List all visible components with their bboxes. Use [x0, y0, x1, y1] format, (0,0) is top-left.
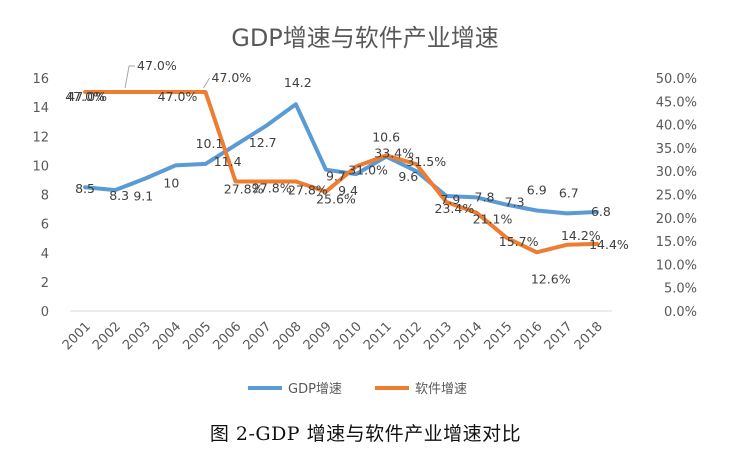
gdp-data-label: 8.3: [109, 188, 129, 203]
x-tick-label: 2008: [271, 319, 305, 353]
gdp-data-label: 9.1: [133, 188, 153, 203]
x-tick-label: 2006: [210, 319, 244, 353]
software-data-label: 12.6%: [531, 271, 571, 286]
x-tick-label: 2017: [542, 319, 576, 353]
x-tick-label: 2009: [301, 319, 335, 353]
software-data-label: 47.0%: [158, 89, 198, 104]
x-tick-label: 2015: [481, 319, 515, 353]
left-tick-label: 14: [32, 101, 49, 116]
data-label-layer: 8.5 8.3 9.1 10 10.1 11.4 12.7 14.2 9.79.4 10.6 9.6…: [65, 58, 629, 286]
gdp-data-label: 10.1: [196, 136, 224, 151]
chart-title: GDP增速与软件产业增速: [231, 24, 499, 52]
gdp-data-label: 7.8: [475, 189, 495, 204]
x-axis: 2001200220032004200520062007200820092010…: [60, 310, 612, 353]
right-tick-label: 15.0%: [656, 235, 697, 250]
x-tick-label: 2002: [90, 319, 124, 353]
software-data-label: 47.0%: [65, 89, 105, 104]
software-data-label: 21.1%: [473, 212, 513, 227]
gdp-growth-line: [83, 102, 599, 216]
gdp-data-label: 12.7: [249, 135, 277, 150]
software-data-label: 23.4%: [435, 201, 475, 216]
x-tick-label: 2013: [421, 319, 455, 353]
right-tick-label: 35.0%: [656, 142, 697, 157]
gdp-data-label: 11.4: [214, 154, 242, 169]
left-tick-label: 12: [32, 130, 49, 145]
software-data-label: 27.8%: [224, 181, 264, 196]
right-tick-label: 50.0%: [656, 72, 697, 87]
left-axis: 0 2 4 6 8 10 12 14 16: [32, 72, 49, 320]
legend-label-software: 软件增速: [415, 382, 467, 397]
gdp-data-label: 6.7: [559, 185, 579, 200]
legend: GDP增速 软件增速: [248, 382, 467, 397]
x-tick-label: 2010: [331, 319, 365, 353]
right-tick-label: 45.0%: [656, 95, 697, 110]
left-tick-label: 10: [32, 159, 49, 174]
software-callout-label: 47.0%: [212, 70, 252, 85]
gdp-data-label: 14.2: [284, 75, 312, 90]
software-data-label: 15.7%: [499, 234, 539, 249]
software-data-label: 31.5%: [406, 154, 446, 169]
left-tick-label: 16: [32, 72, 49, 87]
left-tick-label: 8: [41, 189, 49, 204]
x-tick-label: 2011: [361, 319, 395, 353]
x-tick-label: 2007: [241, 319, 275, 353]
callout-leader-line: [203, 77, 210, 89]
chart-svg: GDP增速与软件产业增速 0 2 4 6 8 10 12 14 16 0.0% 5.0% 10.0%…: [32, 24, 697, 397]
x-tick-label: 2014: [451, 319, 485, 353]
gdp-data-label: 6.8: [591, 204, 611, 219]
gdp-data-label: 9.7: [326, 169, 346, 184]
gdp-data-label: 7.3: [505, 195, 525, 210]
software-data-label: 33.4%: [374, 145, 414, 160]
right-axis: 0.0% 5.0% 10.0% 15.0% 20.0% 25.0% 30.0% 35.0% 40…: [656, 72, 697, 320]
right-tick-label: 25.0%: [656, 189, 697, 204]
software-data-label: 14.4%: [589, 237, 629, 252]
x-tick-label: 2018: [572, 319, 606, 353]
software-data-label: 14.2%: [561, 228, 601, 243]
left-tick-label: 6: [41, 218, 49, 233]
series-layer: [83, 90, 599, 255]
gdp-data-label: 6.9: [527, 183, 547, 198]
software-data-label: 31.0%: [348, 163, 388, 178]
right-tick-label: 5.0%: [664, 282, 697, 297]
software-callout-label: 47.0%: [137, 58, 177, 73]
left-tick-label: 0: [41, 305, 49, 320]
software-data-label: 27.8%: [288, 182, 328, 197]
gdp-data-label: 9.4: [338, 183, 358, 198]
right-tick-label: 40.0%: [656, 119, 697, 134]
gdp-data-label: 9.6: [398, 169, 418, 184]
software-growth-line: [83, 90, 599, 255]
left-tick-label: 2: [41, 276, 49, 291]
right-tick-label: 30.0%: [656, 165, 697, 180]
x-tick-label: 2003: [120, 319, 154, 353]
software-data-label: 47.0%: [67, 89, 107, 104]
gdp-data-label: 10: [163, 175, 179, 190]
right-tick-label: 10.0%: [656, 258, 697, 273]
gdp-data-label: 7.9: [440, 192, 460, 207]
callout-leader-line: [124, 65, 136, 89]
right-tick-label: 0.0%: [664, 305, 697, 320]
x-tick-label: 2005: [180, 319, 214, 353]
gdp-data-label: 8.5: [75, 181, 95, 196]
x-tick-label: 2016: [512, 319, 546, 353]
x-tick-label: 2004: [150, 319, 184, 353]
software-data-label: 27.8%: [252, 180, 292, 195]
gdp-data-label: 10.6: [372, 130, 400, 145]
left-tick-label: 4: [41, 247, 49, 262]
chart-figure: GDP增速与软件产业增速 0 2 4 6 8 10 12 14 16 0.0% 5.0% 10.0%…: [32, 24, 697, 397]
legend-label-gdp: GDP增速: [288, 382, 342, 397]
figure-caption: 图 2-GDP 增速与软件产业增速对比: [209, 423, 522, 445]
right-tick-label: 20.0%: [656, 212, 697, 227]
software-data-label: 25.6%: [316, 192, 356, 207]
x-tick-label: 2012: [391, 319, 425, 353]
x-tick-label: 2001: [60, 319, 94, 353]
